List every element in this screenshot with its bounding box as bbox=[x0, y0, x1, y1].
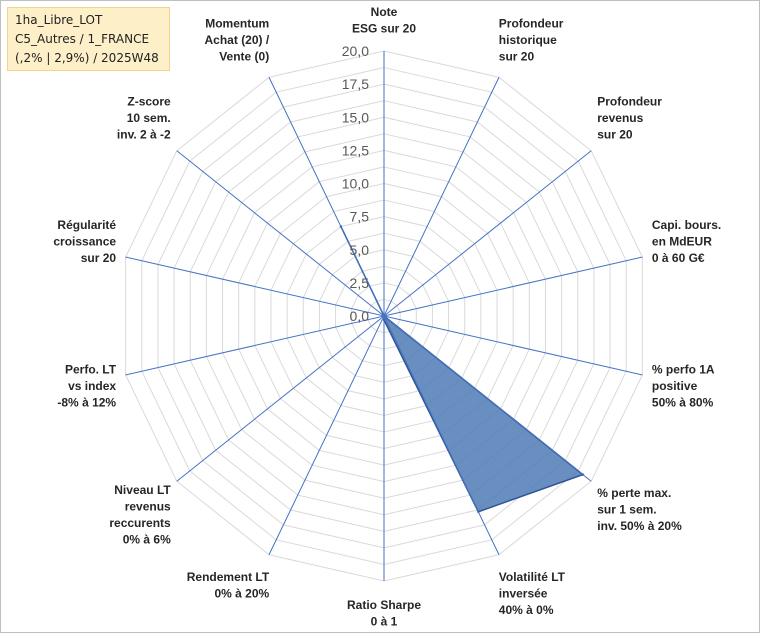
axis-label-line: Capi. bours. bbox=[652, 218, 721, 232]
axis-label: % perte max. sur 1 sem. inv. 50% à 20% bbox=[597, 486, 682, 533]
axis-label-line: Z-score bbox=[127, 94, 171, 108]
axis-spoke bbox=[176, 315, 385, 482]
axis-label-line: historique bbox=[499, 33, 557, 47]
axis-label: Niveau LT revenus reccurents 0% à 6% bbox=[109, 483, 171, 547]
axis-label-line: % perte max. bbox=[597, 486, 671, 500]
info-box: 1ha_Libre_LOT C5_Autres / 1_FRANCE (,2% … bbox=[7, 7, 170, 71]
axis-spoke bbox=[176, 150, 385, 317]
info-line-stats: (,2% | 2,9%) / 2025W48 bbox=[15, 51, 159, 65]
axis-spoke bbox=[383, 77, 500, 317]
axis-label-line: 0% à 6% bbox=[123, 533, 171, 547]
axis-label-line: Perfo. LT bbox=[65, 363, 117, 377]
info-line-name: 1ha_Libre_LOT bbox=[15, 13, 103, 27]
axis-label-line: Volatilité LT bbox=[499, 570, 566, 584]
axis-label: Capi. bours. en MdEUR 0 à 60 G€ bbox=[652, 218, 721, 265]
axis-label-line: Note bbox=[371, 5, 398, 19]
axis-label-line: Régularité bbox=[57, 218, 116, 232]
axis-spoke bbox=[383, 256, 643, 317]
axis-spoke bbox=[268, 77, 385, 317]
axis-label-line: revenus bbox=[597, 111, 643, 125]
tick-label: 7,5 bbox=[350, 209, 370, 225]
axis-spoke bbox=[125, 256, 385, 317]
axis-label: Volatilité LT inversée 40% à 0% bbox=[499, 570, 566, 617]
axis-label-line: sur 20 bbox=[81, 251, 117, 265]
info-line-category: C5_Autres / 1_FRANCE bbox=[15, 32, 150, 46]
axis-spoke bbox=[383, 150, 592, 317]
axis-label-line: inv. 50% à 20% bbox=[597, 519, 682, 533]
axis-spoke bbox=[268, 315, 385, 555]
axis-spoke bbox=[383, 315, 643, 376]
axis-label: Note ESG sur 20 bbox=[352, 5, 416, 36]
axis-label-line: Ratio Sharpe bbox=[347, 598, 421, 612]
radar-axis-labels: Note ESG sur 20 Profondeur historique sur 20… bbox=[53, 5, 721, 629]
axis-label-line: Niveau LT bbox=[114, 483, 171, 497]
axis-label-line: inv. 2 à -2 bbox=[117, 127, 171, 141]
axis-label-line: Vente (0) bbox=[219, 50, 269, 64]
axis-spoke bbox=[125, 315, 385, 376]
tick-label: 20,0 bbox=[342, 43, 369, 59]
axis-label-line: % perfo 1A bbox=[652, 363, 715, 377]
tick-label: 5,0 bbox=[350, 242, 370, 258]
axis-label: Perfo. LT vs index -8% à 12% bbox=[57, 363, 116, 410]
axis-label: Z-score 10 sem. inv. 2 à -2 bbox=[117, 94, 171, 141]
axis-label-line: 0% à 20% bbox=[215, 586, 270, 600]
axis-label-line: en MdEUR bbox=[652, 234, 712, 248]
axis-spoke bbox=[383, 315, 500, 555]
tick-label: 15,0 bbox=[342, 109, 369, 125]
tick-label: 10,0 bbox=[342, 176, 369, 192]
axis-label: Momentum Achat (20) / Vente (0) bbox=[205, 17, 270, 64]
axis-label-line: 40% à 0% bbox=[499, 603, 554, 617]
axis-label: Ratio Sharpe 0 à 1 bbox=[347, 598, 421, 629]
axis-label-line: sur 1 sem. bbox=[597, 503, 656, 517]
radar-spokes bbox=[125, 51, 643, 581]
axis-label-line: -8% à 12% bbox=[57, 396, 116, 410]
axis-label-line: Momentum bbox=[205, 17, 269, 31]
tick-label: 2,5 bbox=[350, 275, 370, 291]
axis-label-line: 0 à 1 bbox=[371, 615, 398, 629]
axis-label: % perfo 1A positive 50% à 80% bbox=[652, 363, 715, 410]
series-area bbox=[340, 226, 585, 513]
axis-label-line: Rendement LT bbox=[187, 570, 270, 584]
axis-label: Profondeur revenus sur 20 bbox=[597, 94, 662, 141]
axis-label: Régularité croissance sur 20 bbox=[53, 218, 116, 265]
axis-label-line: positive bbox=[652, 379, 698, 393]
axis-label-line: Profondeur bbox=[499, 17, 564, 31]
axis-label-line: inversée bbox=[499, 586, 548, 600]
axis-label-line: revenus bbox=[125, 500, 171, 514]
axis-label-line: sur 20 bbox=[597, 127, 633, 141]
axis-label-line: Profondeur bbox=[597, 94, 662, 108]
axis-label-line: 10 sem. bbox=[127, 111, 171, 125]
axis-label-line: reccurents bbox=[109, 516, 171, 530]
axis-label-line: 0 à 60 G€ bbox=[652, 251, 705, 265]
axis-label-line: ESG sur 20 bbox=[352, 22, 416, 36]
tick-label: 17,5 bbox=[342, 76, 369, 92]
axis-label-line: vs index bbox=[68, 379, 116, 393]
axis-label-line: sur 20 bbox=[499, 50, 535, 64]
axis-spoke bbox=[383, 315, 592, 482]
axis-label: Rendement LT 0% à 20% bbox=[187, 570, 270, 601]
tick-label: 12,5 bbox=[342, 142, 369, 158]
radar-tick-labels: 0,0 2,5 5,0 7,5 10,0 12,5 15,0 17,5 20,0 bbox=[342, 43, 369, 324]
axis-label: Profondeur historique sur 20 bbox=[499, 17, 564, 64]
axis-label-line: Achat (20) / bbox=[205, 33, 270, 47]
axis-label-line: croissance bbox=[53, 234, 116, 248]
axis-label-line: 50% à 80% bbox=[652, 396, 714, 410]
tick-label: 0,0 bbox=[350, 308, 370, 324]
